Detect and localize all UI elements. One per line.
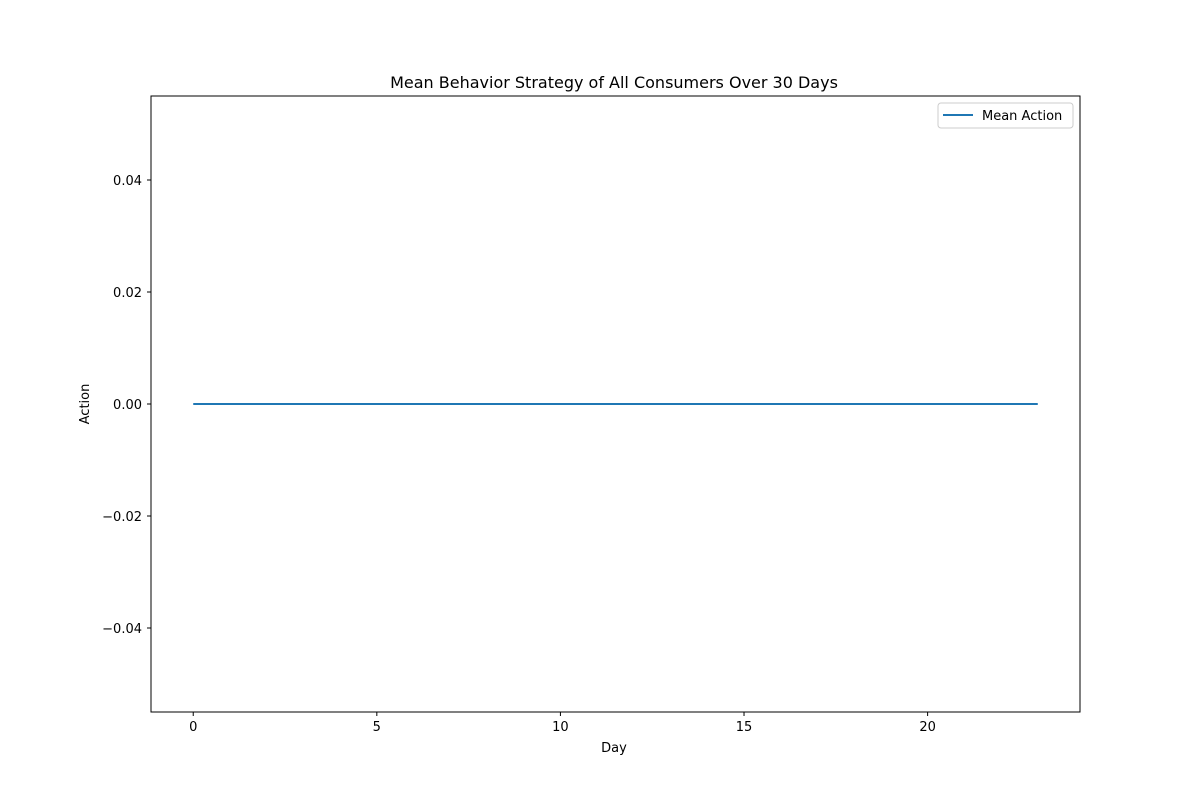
x-tick-label: 0 [189, 720, 197, 735]
chart-title: Mean Behavior Strategy of All Consumers … [390, 73, 838, 92]
x-tick-label: 5 [373, 720, 381, 735]
x-axis-label: Day [601, 741, 627, 756]
x-tick-label: 20 [919, 720, 936, 735]
y-tick-label: −0.02 [102, 510, 142, 525]
y-tick-label: −0.04 [102, 622, 142, 637]
legend-box [937, 102, 1074, 129]
legend: Mean Action [937, 102, 1074, 129]
y-tick-label: 0.02 [113, 286, 142, 301]
y-axis: 0.04 0.02 0.00 −0.02 −0.04 [102, 174, 151, 637]
y-tick-label: 0.00 [113, 398, 142, 413]
y-tick-label: 0.04 [113, 174, 142, 189]
y-axis-label: Action [78, 384, 93, 425]
legend-label: Mean Action [982, 109, 1062, 124]
x-tick-label: 15 [736, 720, 753, 735]
x-axis: 0 5 10 15 20 [189, 712, 936, 735]
x-tick-label: 10 [552, 720, 569, 735]
